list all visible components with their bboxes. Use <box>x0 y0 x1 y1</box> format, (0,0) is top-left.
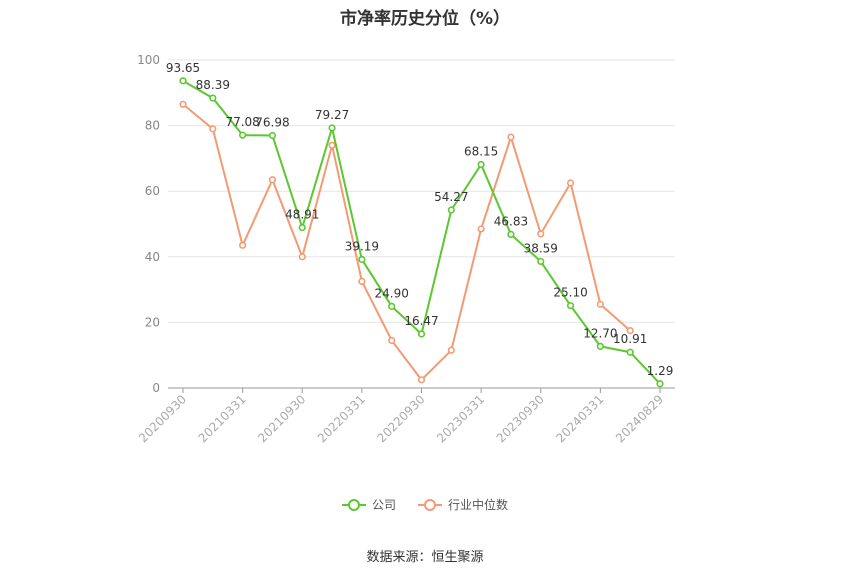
grid-layer <box>168 59 675 323</box>
data-point-company <box>358 255 366 264</box>
data-point-industry-median <box>179 100 187 108</box>
data-point-company <box>626 348 634 356</box>
data-point-company <box>268 131 277 140</box>
data-label: 93.65 <box>166 61 200 75</box>
x-tick-label: 20230930 <box>494 392 547 445</box>
data-point-industry-median <box>358 277 366 286</box>
data-point-industry-median <box>239 241 247 249</box>
data-point-industry-median <box>328 141 336 149</box>
data-point-company <box>209 94 217 102</box>
data-point-company <box>328 124 336 132</box>
legend-swatch-industry-median <box>418 498 442 512</box>
data-label: 54.27 <box>434 190 468 204</box>
data-point-industry-median <box>537 230 545 238</box>
x-tick-label: 20210331 <box>196 392 249 445</box>
data-point-company <box>656 380 664 388</box>
y-tick-label: 60 <box>145 184 160 198</box>
data-point-company <box>537 257 545 266</box>
data-label: 1.29 <box>647 364 674 378</box>
legend-label-company: 公司 <box>371 498 396 512</box>
series-layer <box>179 77 664 388</box>
y-tick-label: 40 <box>145 250 160 264</box>
y-tick-label: 100 <box>137 53 160 67</box>
data-point-industry-median <box>596 300 604 308</box>
data-point-company <box>566 302 575 310</box>
data-label: 88.39 <box>196 78 230 92</box>
data-point-company <box>388 302 396 310</box>
data-label: 79.27 <box>315 108 349 122</box>
data-point-industry-median <box>447 346 455 354</box>
x-tick-label: 20240331 <box>553 392 606 445</box>
data-label: 39.19 <box>345 239 379 253</box>
data-point-industry-median <box>477 225 485 233</box>
data-point-industry-median <box>566 179 575 187</box>
data-label: 10.91 <box>613 332 647 346</box>
data-label: 38.59 <box>524 241 558 255</box>
y-tick-label: 80 <box>145 119 160 133</box>
data-source: 数据来源：恒生聚源 <box>366 550 484 565</box>
data-point-industry-median <box>209 125 217 133</box>
x-tick-label: 20220331 <box>315 392 368 445</box>
x-tick-label: 20240829 <box>613 392 666 445</box>
data-point-industry-median <box>388 336 396 345</box>
data-label: 46.83 <box>494 214 528 228</box>
data-point-company <box>596 342 604 350</box>
data-label: 68.15 <box>464 144 498 158</box>
data-point-company <box>507 230 515 238</box>
legend-item-industry-median[interactable]: 行业中位数 <box>418 496 508 513</box>
series-line-industry-median <box>182 103 631 382</box>
data-label: 12.70 <box>583 326 617 340</box>
legend-swatch-company <box>341 498 366 512</box>
data-label: 77.08 <box>225 115 259 129</box>
data-label: 76.98 <box>255 116 289 130</box>
data-point-company <box>477 160 485 169</box>
data-point-company <box>298 223 306 232</box>
data-point-industry-median <box>626 327 634 335</box>
chart-title: 市净率历史分位（%） <box>339 9 511 29</box>
data-point-industry-median <box>298 253 306 261</box>
x-tick-label: 20210930 <box>255 392 308 445</box>
data-point-industry-median <box>507 133 515 141</box>
data-point-industry-median <box>268 176 277 184</box>
legend-item-company[interactable]: 公司 <box>341 496 396 513</box>
legend: 公司 行业中位数 <box>0 496 850 513</box>
data-point-company <box>447 206 455 214</box>
data-point-industry-median <box>417 376 426 384</box>
data-label: 16.47 <box>404 314 438 328</box>
x-tick-label: 20200930 <box>136 392 189 445</box>
data-point-company <box>417 330 426 338</box>
legend-label-industry-median: 行业中位数 <box>448 498 509 512</box>
x-tick-label: 20220930 <box>375 392 428 445</box>
y-tick-label: 20 <box>145 315 160 329</box>
data-point-company <box>239 131 247 139</box>
y-tick-label: 0 <box>152 381 160 395</box>
data-label: 24.90 <box>375 286 409 300</box>
data-label: 25.10 <box>553 286 587 300</box>
x-tick-label: 20230331 <box>434 392 487 445</box>
data-point-company <box>179 77 187 85</box>
data-label: 48.91 <box>285 208 319 222</box>
